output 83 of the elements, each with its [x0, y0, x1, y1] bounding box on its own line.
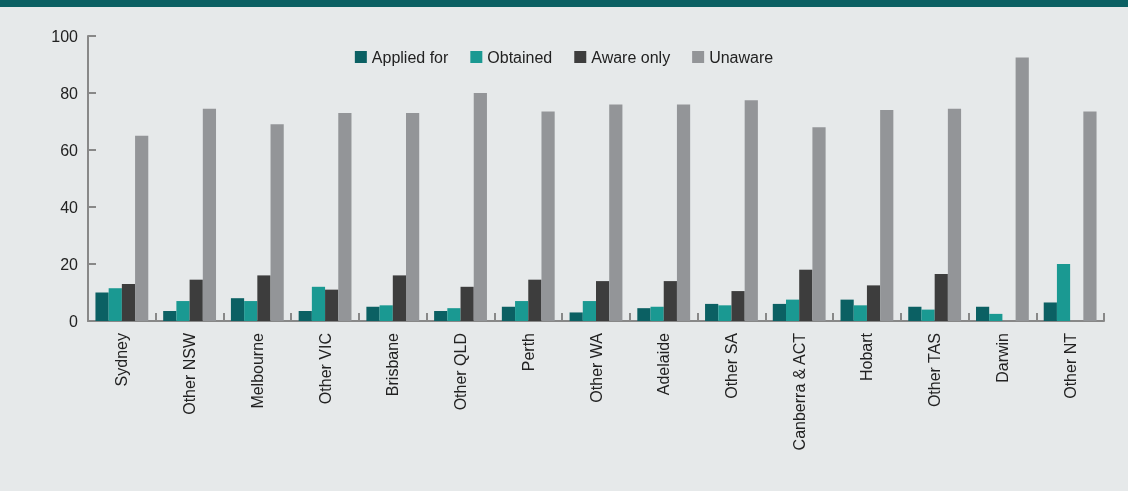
y-tick-label: 40: [60, 198, 79, 216]
bar: [434, 311, 448, 321]
bar: [501, 306, 516, 321]
bar: [609, 104, 623, 321]
legend-label: Obtained: [487, 48, 553, 66]
bar: [311, 286, 326, 321]
y-tick-label: 100: [51, 27, 79, 45]
bar: [921, 309, 935, 321]
bar: [1056, 264, 1071, 321]
legend-label: Unaware: [709, 48, 774, 66]
bar: [515, 301, 529, 321]
bar: [406, 112, 420, 321]
bar: [338, 112, 352, 321]
bar: [989, 313, 1003, 321]
bar: [176, 301, 190, 321]
bar: [473, 93, 487, 321]
bar: [541, 111, 555, 321]
x-tick-label: Hobart: [858, 332, 876, 382]
bar: [934, 273, 948, 321]
x-tick-label: Other TAS: [926, 333, 944, 408]
bar: [202, 108, 217, 321]
x-tick-label: Perth: [519, 333, 537, 372]
bar: [1083, 111, 1097, 321]
bar: [975, 306, 990, 321]
y-tick-label: 0: [69, 312, 79, 330]
bar: [582, 301, 596, 321]
bar: [1043, 302, 1057, 321]
bar: [947, 108, 962, 321]
bar: [257, 275, 271, 321]
x-tick-label: Melbourne: [248, 332, 266, 409]
bar: [298, 311, 312, 321]
bar: [108, 288, 122, 321]
x-tick-label: Other NT: [1061, 332, 1079, 399]
bar: [569, 312, 583, 321]
x-tick-label: Other SA: [722, 332, 740, 399]
y-tick-label: 60: [60, 141, 79, 159]
x-tick-label: Other WA: [587, 332, 605, 403]
bar: [853, 305, 867, 321]
bar: [676, 104, 691, 321]
bar: [379, 305, 393, 321]
bar: [528, 279, 542, 321]
y-tick-label: 20: [60, 255, 79, 273]
x-tick-label: Other QLD: [452, 333, 470, 411]
bar: [121, 283, 136, 321]
bar: [637, 308, 651, 321]
bar: [95, 292, 109, 321]
bar: [366, 306, 380, 321]
bar: [799, 269, 813, 321]
bar: [718, 305, 732, 321]
bar: [596, 281, 610, 321]
bar: [663, 281, 677, 321]
bar: [785, 299, 800, 321]
bar: [731, 291, 745, 321]
bar: [244, 301, 258, 321]
x-tick-label: Brisbane: [384, 332, 402, 397]
x-tick-label: Other NSW: [181, 332, 199, 415]
bar: [866, 285, 881, 321]
legend-label: Applied for: [371, 48, 449, 66]
bar: [460, 286, 474, 321]
bar: [650, 306, 664, 321]
y-tick-label: 80: [60, 84, 79, 102]
bar: [772, 303, 786, 321]
bar: [705, 303, 719, 321]
bar: [880, 110, 894, 321]
bar: [840, 299, 854, 321]
bar: [447, 308, 461, 321]
bar: [163, 311, 177, 321]
bar: [270, 124, 284, 321]
bar: [1015, 57, 1029, 321]
x-tick-label: Darwin: [993, 333, 1011, 383]
x-tick-label: Canberra & ACT: [790, 332, 808, 451]
bar: [189, 279, 203, 321]
bar: [812, 127, 826, 321]
x-tick-label: Sydney: [113, 333, 131, 387]
bar: [325, 289, 339, 321]
legend-label: Aware only: [591, 48, 671, 66]
x-tick-label: Other VIC: [316, 333, 334, 405]
bar: [908, 306, 922, 321]
bar: [135, 135, 149, 321]
x-tick-label: Adelaide: [655, 332, 673, 396]
bar: [230, 298, 245, 321]
bar: [392, 275, 407, 321]
bar: [744, 100, 758, 321]
